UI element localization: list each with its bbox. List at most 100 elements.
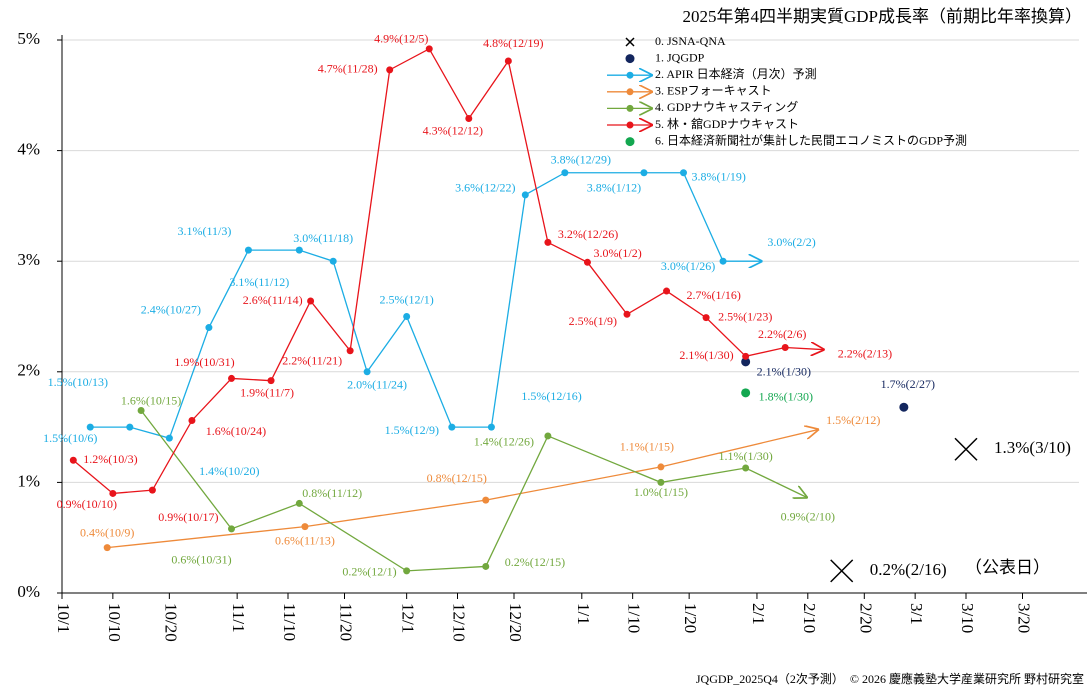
data-label: 1.9%(11/7): [240, 385, 294, 399]
data-label: 1.8%(1/30): [759, 390, 813, 404]
x-tick-label: 12/20: [506, 603, 525, 642]
y-tick-label: 3%: [17, 250, 40, 269]
legend-label: 2. APIR 日本経済（月次）予測: [655, 66, 817, 81]
point: [109, 489, 117, 497]
data-label: 3.1%(11/12): [229, 275, 289, 289]
data-label: 1.1%(1/15): [620, 440, 674, 454]
y-tick-label: 5%: [17, 29, 40, 48]
y-tick-label: 0%: [17, 582, 40, 601]
data-label: 2.6%(11/14): [243, 293, 303, 307]
data-label: 2.5%(1/9): [569, 314, 617, 328]
point: [188, 416, 196, 424]
data-label: 1.0%(1/15): [634, 485, 688, 499]
x-marker: [830, 559, 854, 583]
point: [504, 57, 512, 65]
x-tick-label: 10/10: [105, 603, 124, 642]
data-label: 2.1%(1/30): [757, 365, 811, 379]
point: [86, 423, 94, 431]
point: [899, 402, 909, 412]
legend-label: 1. JQGDP: [655, 50, 705, 64]
x-tick-label: 3/20: [1015, 603, 1034, 633]
footer: JQGDP_2025Q4（2次予測） © 2026 慶應義塾大学産業研究所 野村…: [696, 671, 1084, 686]
point: [165, 434, 173, 442]
point: [228, 374, 235, 382]
data-label: 1.2%(10/3): [83, 452, 137, 466]
annotation: （公表日）: [965, 558, 1050, 577]
x-tick-label: 3/10: [958, 603, 977, 633]
point: [544, 432, 552, 440]
data-label: 1.4%(10/20): [199, 464, 259, 478]
point: [702, 314, 710, 322]
legend-symbol: [625, 37, 635, 47]
x-tick-label: 12/1: [399, 603, 418, 633]
x-tick-label: 3/1: [907, 603, 926, 625]
point: [680, 169, 687, 177]
data-label: 3.8%(1/12): [587, 180, 641, 194]
data-label: 2.5%(12/1): [379, 292, 433, 306]
point: [663, 287, 671, 295]
legend-symbol: [626, 104, 634, 112]
data-label: 2.1%(1/30): [679, 348, 733, 362]
data-label: 1.5%(2/12): [826, 413, 880, 427]
data-label: 0.6%(11/13): [275, 533, 335, 547]
point: [363, 368, 371, 376]
point: [544, 238, 552, 246]
data-label: 0.9%(10/10): [57, 497, 117, 511]
series-line: [72, 47, 824, 495]
point: [126, 423, 134, 431]
point: [521, 191, 529, 199]
point: [781, 343, 789, 351]
x-tick-label: 12/10: [450, 603, 469, 642]
data-label: 1.6%(10/24): [206, 424, 266, 438]
data-label: 2.2%(2/6): [758, 327, 806, 341]
point: [425, 45, 433, 53]
data-label: 1.5%(12/16): [521, 389, 581, 403]
data-label: 0.4%(10/9): [80, 525, 134, 539]
x-tick-label: 1/10: [625, 603, 644, 633]
point: [657, 478, 665, 486]
legend-symbol: [626, 121, 634, 129]
point: [482, 496, 490, 504]
point: [295, 246, 303, 254]
point: [657, 463, 665, 471]
point: [561, 169, 569, 177]
x-tick-label: 11/1: [229, 603, 248, 633]
legend-symbol: [625, 54, 635, 64]
data-label: 0.9%(2/10): [781, 510, 835, 524]
x-tick-label: 11/20: [337, 603, 356, 641]
x-tick-label: 10/1: [54, 603, 73, 633]
data-label: 3.6%(12/22): [455, 181, 515, 195]
point: [741, 357, 751, 367]
point: [244, 246, 252, 254]
x-tick-label: 2/1: [749, 603, 768, 625]
data-label: 0.8%(12/15): [427, 471, 487, 485]
legend-symbol: [626, 71, 634, 79]
point: [205, 324, 213, 332]
data-label: 3.8%(1/19): [692, 169, 746, 183]
data-label: 4.8%(12/19): [483, 36, 543, 50]
point: [403, 567, 411, 575]
legend-symbol: [625, 137, 635, 147]
y-tick-label: 2%: [17, 361, 40, 380]
data-label: 3.0%(2/2): [767, 235, 815, 249]
point: [448, 423, 456, 431]
point: [465, 115, 473, 123]
point: [228, 525, 235, 533]
data-label: 0.2%(2/16): [870, 560, 947, 579]
chart-title: 2025年第4四半期実質GDP成長率（前期比年率換算）: [682, 7, 1082, 26]
point: [742, 352, 750, 360]
series-line: [107, 429, 819, 549]
data-label: 0.9%(10/17): [158, 510, 218, 524]
data-label: 0.2%(12/15): [505, 555, 565, 569]
x-marker: [954, 437, 978, 461]
y-tick-label: 4%: [17, 140, 40, 159]
data-label: 1.3%(3/10): [994, 438, 1071, 457]
point: [103, 544, 111, 552]
data-label: 2.4%(10/27): [141, 302, 201, 316]
data-label: 3.2%(12/26): [558, 227, 618, 241]
point: [487, 423, 495, 431]
data-label: 3.0%(1/2): [593, 246, 641, 260]
data-label: 1.1%(1/30): [718, 449, 772, 463]
point: [741, 388, 751, 398]
legend-label: 5. 林・舘GDPナウキャスト: [655, 116, 799, 131]
